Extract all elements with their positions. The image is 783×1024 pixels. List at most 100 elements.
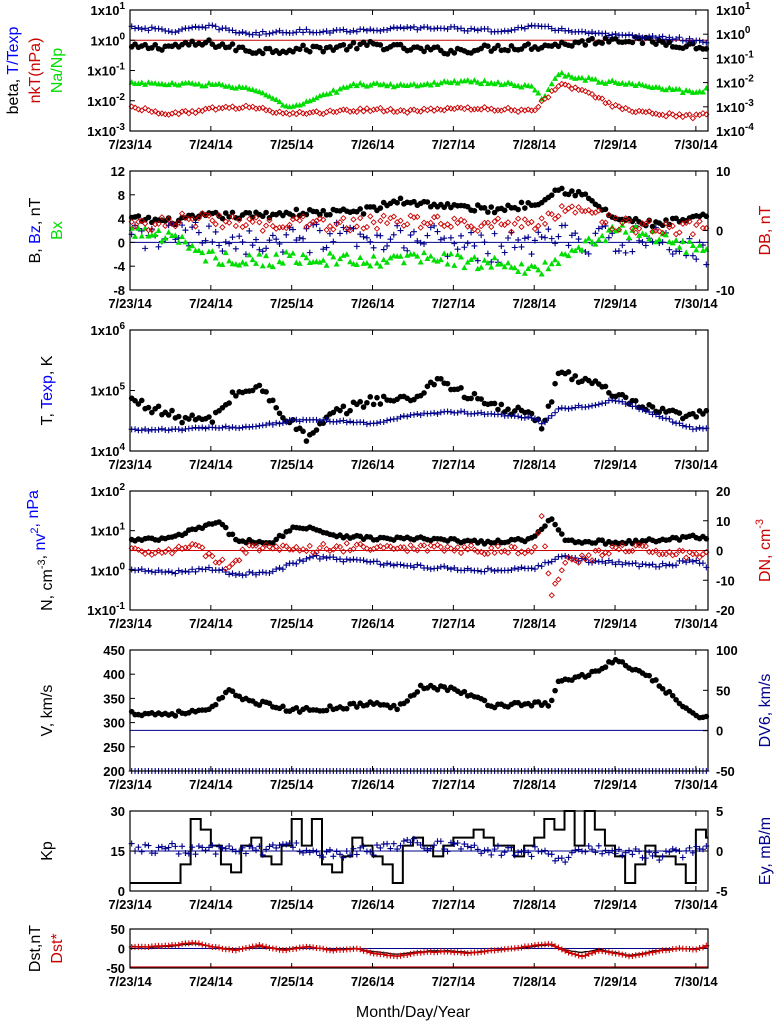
data-point — [531, 263, 538, 270]
data-point — [226, 946, 233, 953]
data-point — [400, 838, 407, 845]
data-point — [182, 227, 189, 234]
data-point — [300, 235, 307, 242]
y-tick-label-right: 20 — [716, 484, 730, 499]
data-point — [219, 556, 226, 563]
data-point — [337, 230, 344, 237]
data-point — [380, 393, 387, 400]
y-tick-label-right: -10 — [716, 573, 735, 588]
y-axis-label-left-3: Na/Np — [49, 48, 66, 93]
data-point — [397, 24, 404, 31]
data-point — [320, 257, 327, 263]
data-point — [552, 521, 558, 528]
data-point — [622, 548, 629, 555]
data-point — [330, 546, 337, 553]
data-point — [179, 26, 186, 33]
data-point — [625, 106, 633, 114]
data-point — [407, 212, 414, 219]
data-point — [606, 389, 612, 396]
data-point — [447, 839, 454, 846]
data-point — [219, 261, 226, 268]
data-point — [216, 567, 223, 574]
data-point — [511, 220, 518, 227]
data-point — [219, 81, 226, 88]
data-point — [538, 420, 545, 427]
data-point — [589, 950, 596, 957]
data-point — [642, 561, 649, 568]
y-tick-label-left: 12 — [111, 164, 125, 179]
data-point — [202, 566, 209, 573]
data-point — [555, 944, 562, 951]
data-point — [649, 228, 656, 235]
data-point — [165, 229, 172, 235]
data-point — [545, 570, 552, 577]
x-tick-label: 7/28/14 — [513, 974, 557, 989]
data-point — [653, 41, 659, 47]
data-point — [609, 31, 616, 38]
data-point — [373, 27, 380, 34]
data-point — [427, 253, 434, 259]
data-point — [568, 203, 576, 210]
data-point — [135, 24, 142, 31]
data-point — [273, 419, 280, 426]
data-point — [569, 188, 575, 194]
data-point — [458, 408, 465, 415]
data-point — [474, 846, 481, 853]
data-point — [629, 32, 636, 39]
data-point — [357, 844, 364, 851]
data-point — [656, 413, 663, 420]
data-point — [434, 213, 441, 220]
data-point — [525, 413, 532, 420]
data-point — [515, 413, 522, 420]
data-point — [360, 557, 367, 564]
data-point — [666, 246, 673, 253]
data-point — [273, 404, 279, 411]
data-point — [229, 688, 236, 695]
data-point — [293, 259, 300, 266]
data-point — [269, 421, 276, 428]
data-point — [407, 25, 414, 32]
data-point — [232, 261, 239, 267]
data-point — [186, 42, 192, 48]
data-point — [582, 42, 589, 48]
data-point — [555, 527, 562, 533]
data-point — [138, 217, 145, 224]
data-point — [579, 38, 585, 44]
data-point — [555, 27, 562, 34]
data-point — [481, 948, 488, 955]
data-point — [565, 27, 572, 34]
data-point — [498, 28, 505, 35]
data-point — [461, 567, 468, 574]
data-point — [216, 80, 223, 87]
data-point — [575, 204, 582, 211]
data-point — [394, 706, 400, 713]
data-point — [619, 219, 626, 226]
data-point — [323, 848, 330, 855]
data-point — [175, 426, 182, 433]
data-point — [589, 846, 596, 853]
data-point — [515, 206, 521, 213]
data-point — [182, 850, 189, 857]
data-point — [353, 108, 360, 115]
data-point — [424, 80, 431, 86]
data-point — [525, 106, 532, 113]
data-point — [286, 221, 293, 228]
data-point — [330, 409, 337, 416]
data-point — [589, 198, 595, 204]
data-point — [377, 401, 384, 407]
data-point — [380, 562, 387, 569]
data-point — [195, 24, 202, 31]
data-point — [340, 42, 347, 48]
data-point — [585, 206, 592, 214]
data-point — [531, 566, 538, 573]
y-tick-label-left: -8 — [113, 283, 125, 298]
data-point — [575, 846, 582, 853]
data-point — [585, 235, 592, 241]
data-point — [609, 543, 616, 550]
data-point — [407, 839, 414, 846]
data-point — [454, 80, 461, 86]
data-point — [189, 107, 196, 115]
data-point — [417, 24, 424, 31]
data-point — [357, 214, 364, 222]
data-point — [353, 851, 360, 858]
